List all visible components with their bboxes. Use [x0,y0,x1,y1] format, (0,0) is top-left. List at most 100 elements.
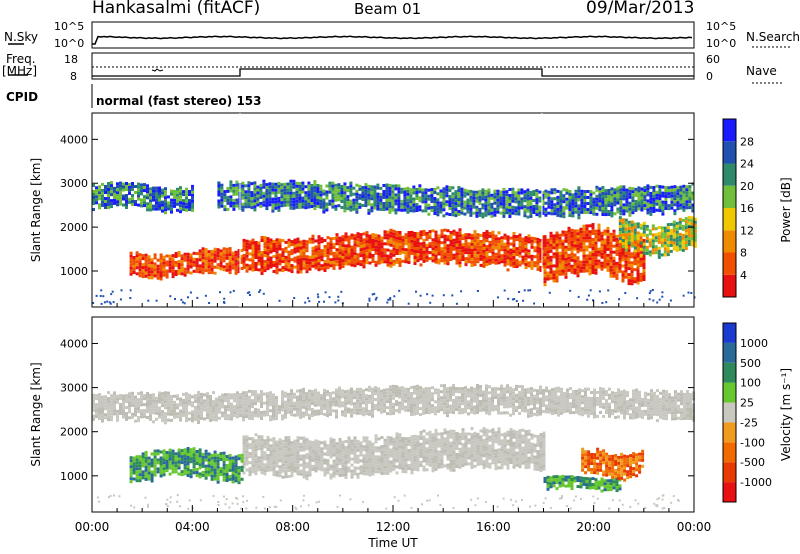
data-cell [524,451,528,455]
data-cell [290,453,294,457]
data-cell [135,251,139,255]
data-cell [449,459,453,463]
data-cell [374,239,378,243]
data-cell [660,241,664,245]
data-cell [353,240,357,244]
data-cell [539,433,543,436]
data-cell [292,191,296,195]
data-cell [511,187,515,191]
data-cell [302,239,306,243]
data-cell [397,184,401,188]
data-cell [362,241,366,245]
data-cell [162,264,166,268]
data-cell [394,193,398,197]
data-cell [131,197,134,200]
data-cell [223,196,227,200]
data-cell [296,240,300,244]
data-cell [535,213,539,217]
data-cell [344,446,348,449]
data-cell [311,237,315,241]
data-cell [625,191,629,195]
data-cell [536,456,540,459]
data-cell [505,196,509,200]
data-cell [335,236,339,240]
data-cell [588,269,592,273]
data-cell [392,455,396,459]
data-cell [455,435,459,438]
data-cell [410,251,414,255]
data-cell [137,398,140,402]
data-cell [308,455,312,459]
data-cell [546,274,550,278]
data-cell [452,453,456,457]
data-cell [552,255,556,259]
data-cell [452,256,456,260]
data-cell [515,247,519,251]
data-cell [331,205,335,209]
data-cell [666,250,670,254]
data-cell [676,192,680,196]
data-cell [439,204,443,208]
data-cell [220,186,224,190]
data-cell [140,412,143,416]
data-cell [419,242,423,246]
data-cell [284,472,288,476]
data-cell [603,262,607,266]
data-cell [254,451,258,455]
data-cell [192,269,196,273]
data-cell [443,464,447,468]
data-cell [529,211,533,215]
data-cell [326,263,330,267]
data-cell [266,246,270,250]
data-cell [180,260,184,264]
data-cell [594,238,598,242]
data-cell [240,255,244,258]
data-cell [568,199,572,202]
data-cell [296,457,300,461]
data-cell [583,208,587,211]
data-cell [204,257,208,261]
data-cell [284,463,288,467]
data-cell [687,221,691,225]
data-cell [567,268,571,272]
data-cell [191,202,194,206]
data-cell [670,188,674,192]
data-cell [101,401,104,405]
data-cell [451,195,455,199]
data-cell [370,194,374,198]
data-cell [573,256,577,260]
data-cell [681,224,685,228]
data-cell [323,239,327,242]
data-cell [524,433,528,437]
data-cell [425,432,429,436]
data-cell [242,244,246,248]
data-cell [588,224,592,228]
data-cell [606,244,610,248]
data-cell [497,243,501,247]
data-cell [437,450,441,454]
data-cell [162,258,166,262]
data-cell [128,407,131,411]
data-cell [431,436,435,440]
data-cell [406,195,410,199]
data-cell [579,245,583,249]
data-cell [135,260,139,264]
data-cell [476,242,480,246]
data-cell [600,231,604,235]
data-cell [624,242,628,246]
data-cell [478,207,482,211]
data-cell [512,250,516,253]
data-cell [158,192,161,196]
data-cell [355,198,359,202]
data-cell [636,225,640,229]
data-cell [242,450,246,454]
data-cell [533,264,537,268]
data-cell [161,416,164,420]
data-cell [434,461,438,465]
data-cell [630,276,634,280]
data-cell [613,203,617,207]
data-cell [586,208,590,211]
data-cell [389,469,393,473]
data-cell [146,416,149,419]
data-cell [521,428,525,432]
